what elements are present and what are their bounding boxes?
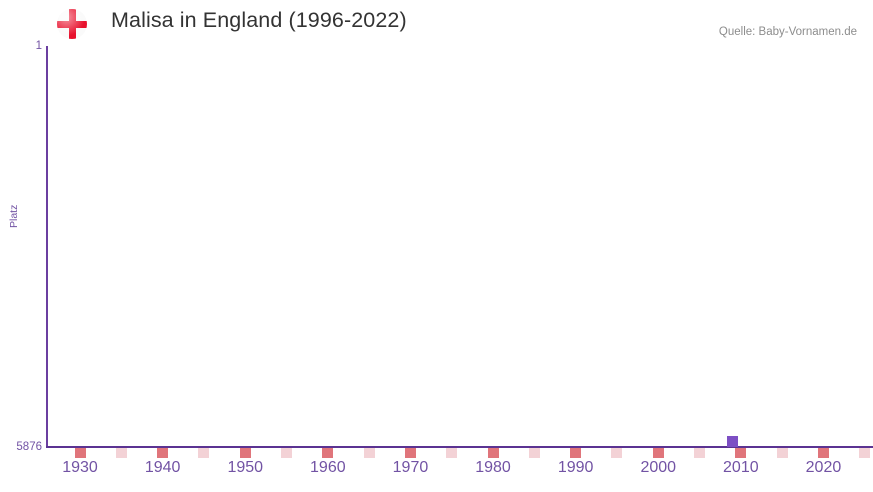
x-axis-tick-major [74, 448, 86, 458]
grid-lines [47, 46, 873, 447]
x-axis-tick-minor [115, 448, 127, 458]
x-axis-tick-minor [694, 448, 706, 458]
x-axis-tick-minor [528, 448, 540, 458]
x-axis-tick-minor [198, 448, 210, 458]
chart-title: Malisa in England (1996-2022) [111, 8, 407, 32]
flag-gloss [57, 9, 87, 39]
x-axis-tick-major [735, 448, 747, 458]
x-axis-tick-minor [446, 448, 458, 458]
x-axis-tick-label: 1960 [310, 459, 346, 476]
y-axis-top-tick-label: 1 [35, 40, 42, 52]
x-axis-tick-major [322, 448, 334, 458]
x-axis-tick-marks [47, 448, 873, 458]
y-axis-title: Platz [8, 204, 20, 228]
y-axis-bottom-tick-label: 5876 [16, 441, 42, 453]
x-axis-tick-label: 1930 [62, 459, 98, 476]
x-axis-tick-label: 1970 [392, 459, 429, 476]
x-axis-tick-minor [281, 448, 293, 458]
x-axis-tick-minor [363, 448, 375, 458]
x-axis-tick-minor [859, 448, 871, 458]
x-axis-tick-major [652, 448, 664, 458]
plot-area [47, 46, 873, 447]
x-axis-tick-label: 2020 [805, 459, 842, 476]
x-axis-tick-label: 1950 [227, 459, 264, 476]
chart-source-label: Quelle: Baby-Vornamen.de [718, 26, 857, 38]
y-axis-line [46, 46, 48, 448]
x-axis-tick-label: 2010 [723, 459, 759, 476]
x-axis-tick-major [404, 448, 416, 458]
x-axis-tick-minor [611, 448, 623, 458]
x-axis-tick-minor [776, 448, 788, 458]
x-axis-tick-label: 1980 [475, 459, 511, 476]
x-axis-tick-label: 1990 [557, 459, 594, 476]
chart-header: Malisa in England (1996-2022) Quelle: Ba… [0, 0, 873, 44]
x-axis-tick-label: 1940 [144, 459, 181, 476]
x-axis-tick-label: 2000 [640, 459, 677, 476]
x-axis-tick-labels: 1930 1940 1950 1960 1970 1980 1990 2000 2010 2020 [0, 459, 873, 487]
x-axis-tick-major [487, 448, 499, 458]
x-axis-line [46, 446, 873, 448]
data-point-marker[interactable] [727, 436, 739, 447]
x-axis-tick-major [817, 448, 829, 458]
x-axis-tick-major [570, 448, 582, 458]
england-flag-icon [57, 9, 87, 39]
x-axis-tick-major [157, 448, 169, 458]
x-axis-tick-major [239, 448, 251, 458]
